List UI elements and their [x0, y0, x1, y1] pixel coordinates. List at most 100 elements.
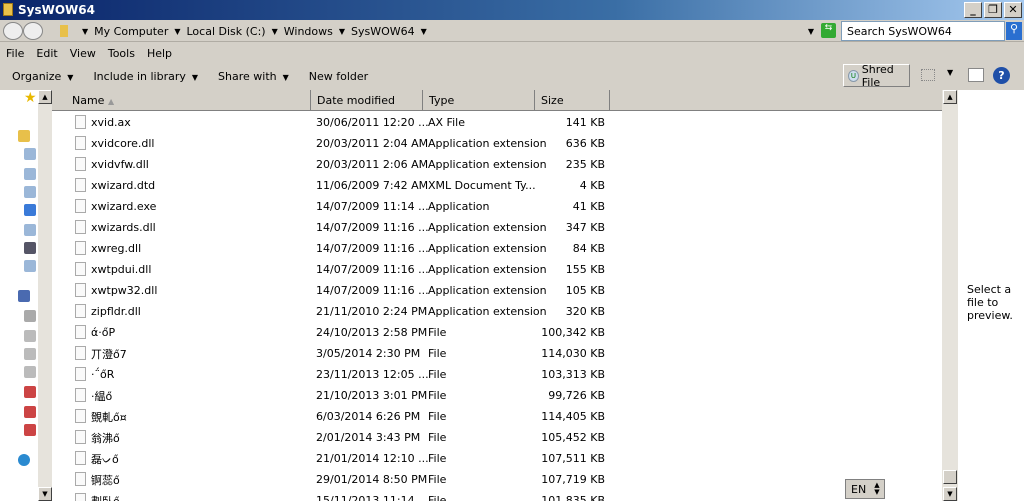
back-button[interactable]	[3, 22, 23, 40]
column-type[interactable]: Type	[423, 90, 535, 111]
scroll-down-icon[interactable]: ▼	[943, 487, 957, 501]
file-size: 105,452 KB	[541, 431, 605, 444]
network-drive-icon[interactable]	[24, 424, 36, 436]
language-options-icon[interactable]: ▲ ▼	[874, 481, 880, 496]
file-row[interactable]: 磊ᨆő 21/01/2014 12:10 ... File 107,511 KB	[52, 448, 942, 469]
scroll-up-icon[interactable]: ▲	[943, 90, 957, 104]
refresh-icon[interactable]: ⇆	[821, 23, 836, 38]
file-size: 103,313 KB	[541, 368, 605, 381]
file-row[interactable]: ά·őP 24/10/2013 2:58 PM File 100,342 KB	[52, 322, 942, 343]
language-indicator[interactable]: EN	[851, 482, 867, 496]
video-icon[interactable]	[24, 242, 36, 254]
title-bar: SysWOW64 _ ❐ ✕	[0, 0, 1024, 20]
crumb-windows[interactable]: Windows	[283, 24, 333, 38]
file-row[interactable]: xwizard.exe 14/07/2009 11:14 ... Applicati…	[52, 196, 942, 217]
help-icon[interactable]: ?	[993, 67, 1010, 84]
search-icon[interactable]: ⚲	[1006, 22, 1022, 40]
column-size[interactable]: Size	[535, 90, 610, 111]
crumb-arrow-icon[interactable]: ▼	[174, 26, 181, 36]
nav-scrollbar[interactable]: ▲ ▼	[38, 90, 52, 501]
drive-icon[interactable]	[24, 224, 36, 236]
minimize-button[interactable]: _	[964, 2, 982, 18]
crumb-local-disk[interactable]: Local Disk (C:)	[186, 24, 266, 38]
breadcrumb[interactable]: ▼ My Computer ▼ Local Disk (C:) ▼ Windows ▼ Sys…	[56, 21, 818, 41]
file-row[interactable]: xwtpw32.dll 14/07/2009 11:16 ... Applicati…	[52, 280, 942, 301]
file-size: 141 KB	[565, 116, 605, 129]
file-row[interactable]: xwtpdui.dll 14/07/2009 11:16 ... Applicati…	[52, 259, 942, 280]
views-dropdown-icon[interactable]: ▼	[947, 68, 954, 77]
file-row[interactable]: xvidcore.dll 20/03/2011 2:04 AM Applicatio…	[52, 133, 942, 154]
preview-pane-icon[interactable]	[968, 68, 984, 82]
file-icon	[75, 199, 86, 213]
column-date[interactable]: Date modified	[311, 90, 423, 111]
file-row[interactable]: xwreg.dll 14/07/2009 11:16 ... Application…	[52, 238, 942, 259]
file-date: 11/06/2009 7:42 AM	[316, 179, 429, 192]
file-icon	[75, 283, 86, 297]
file-row[interactable]: 锕蕊ő 29/01/2014 8:50 PM File 107,719 KB	[52, 469, 942, 490]
drive-icon[interactable]	[24, 348, 36, 360]
library-icon[interactable]	[18, 130, 30, 142]
drive-icon[interactable]	[24, 168, 36, 180]
scroll-down-icon[interactable]: ▼	[38, 487, 52, 501]
network-drive-icon[interactable]	[24, 386, 36, 398]
file-type: Application extension	[428, 263, 547, 276]
column-header: Name ▲ Date modified Type Size	[52, 90, 942, 111]
new-folder-button[interactable]: New folder	[308, 69, 369, 83]
crumb-syswow64[interactable]: SysWOW64	[351, 24, 415, 38]
file-row[interactable]: 劃臥ő 15/11/2013 11:14 ... File 101,835 KB	[52, 490, 942, 501]
forward-button[interactable]	[23, 22, 43, 40]
file-row[interactable]: xvid.ax 30/06/2011 12:20 ... AX File 141 KB	[52, 112, 942, 133]
network-icon[interactable]	[18, 454, 30, 466]
history-dropdown-icon[interactable]: ▼	[807, 26, 814, 36]
file-icon	[75, 220, 86, 234]
organize-button[interactable]: Organize ▼	[12, 70, 73, 83]
include-in-library-button[interactable]: Include in library ▼	[93, 70, 198, 83]
file-row[interactable]: 覴軋ő¤ 6/03/2014 6:26 PM File 114,405 KB	[52, 406, 942, 427]
file-list-scrollbar[interactable]: ▲ ▼	[942, 90, 958, 501]
menu-edit[interactable]: Edit	[36, 46, 58, 60]
views-icon[interactable]	[921, 69, 935, 81]
crumb-arrow-icon[interactable]: ▼	[82, 26, 89, 36]
language-bar[interactable]: EN ▲ ▼	[845, 479, 885, 499]
file-icon	[75, 325, 86, 339]
scroll-up-icon[interactable]: ▲	[38, 90, 52, 104]
drive-icon[interactable]	[24, 260, 36, 272]
local-disk-icon[interactable]	[24, 310, 36, 322]
shred-icon: U	[848, 69, 859, 82]
file-row[interactable]: xvidvfw.dll 20/03/2011 2:06 AM Application…	[52, 154, 942, 175]
file-row[interactable]: xwizard.dtd 11/06/2009 7:42 AM XML Documen…	[52, 175, 942, 196]
menu-view[interactable]: View	[69, 46, 96, 60]
crumb-arrow-icon[interactable]: ▼	[271, 26, 278, 36]
drive-icon[interactable]	[24, 148, 36, 160]
close-button[interactable]: ✕	[1004, 2, 1022, 18]
network-drive-icon[interactable]	[24, 406, 36, 418]
drive-icon[interactable]	[24, 186, 36, 198]
drive-icon[interactable]	[24, 366, 36, 378]
computer-icon[interactable]	[18, 290, 30, 302]
scroll-thumb[interactable]	[943, 470, 957, 484]
file-row[interactable]: zipfldr.dll 21/11/2010 2:24 PM Application…	[52, 301, 942, 322]
column-name[interactable]: Name ▲	[52, 90, 311, 111]
file-row[interactable]: 丌澄ő7 3/05/2014 2:30 PM File 114,030 KB	[52, 343, 942, 364]
restore-button[interactable]: ❐	[984, 2, 1002, 18]
file-row[interactable]: ·΅őR 23/11/2013 12:05 ... File 103,313 KB	[52, 364, 942, 385]
file-row[interactable]: xwizards.dll 14/07/2009 11:16 ... Applicat…	[52, 217, 942, 238]
menu-file[interactable]: File	[6, 46, 25, 60]
drive-icon[interactable]	[24, 330, 36, 342]
file-name: xwtpw32.dll	[91, 284, 158, 297]
file-icon	[75, 409, 86, 423]
shred-file-button[interactable]: U Shred File	[843, 63, 910, 89]
favorites-star-icon[interactable]: ★	[24, 90, 37, 106]
file-row[interactable]: 翁沸ő 2/01/2014 3:43 PM File 105,452 KB	[52, 427, 942, 448]
search-input[interactable]: Search SysWOW64	[841, 21, 1005, 41]
crumb-arrow-icon[interactable]: ▼	[338, 26, 346, 36]
menu-tools[interactable]: Tools	[107, 46, 135, 60]
file-type: AX File	[428, 116, 465, 129]
menu-help[interactable]: Help	[146, 46, 173, 60]
music-icon[interactable]	[24, 204, 36, 216]
file-date: 21/11/2010 2:24 PM	[316, 305, 428, 318]
crumb-arrow-icon[interactable]: ▼	[420, 26, 427, 36]
file-row[interactable]: ·緼ő 21/10/2013 3:01 PM File 99,726 KB	[52, 385, 942, 406]
share-with-button[interactable]: Share with ▼	[218, 70, 289, 83]
crumb-my-computer[interactable]: My Computer	[94, 24, 169, 38]
